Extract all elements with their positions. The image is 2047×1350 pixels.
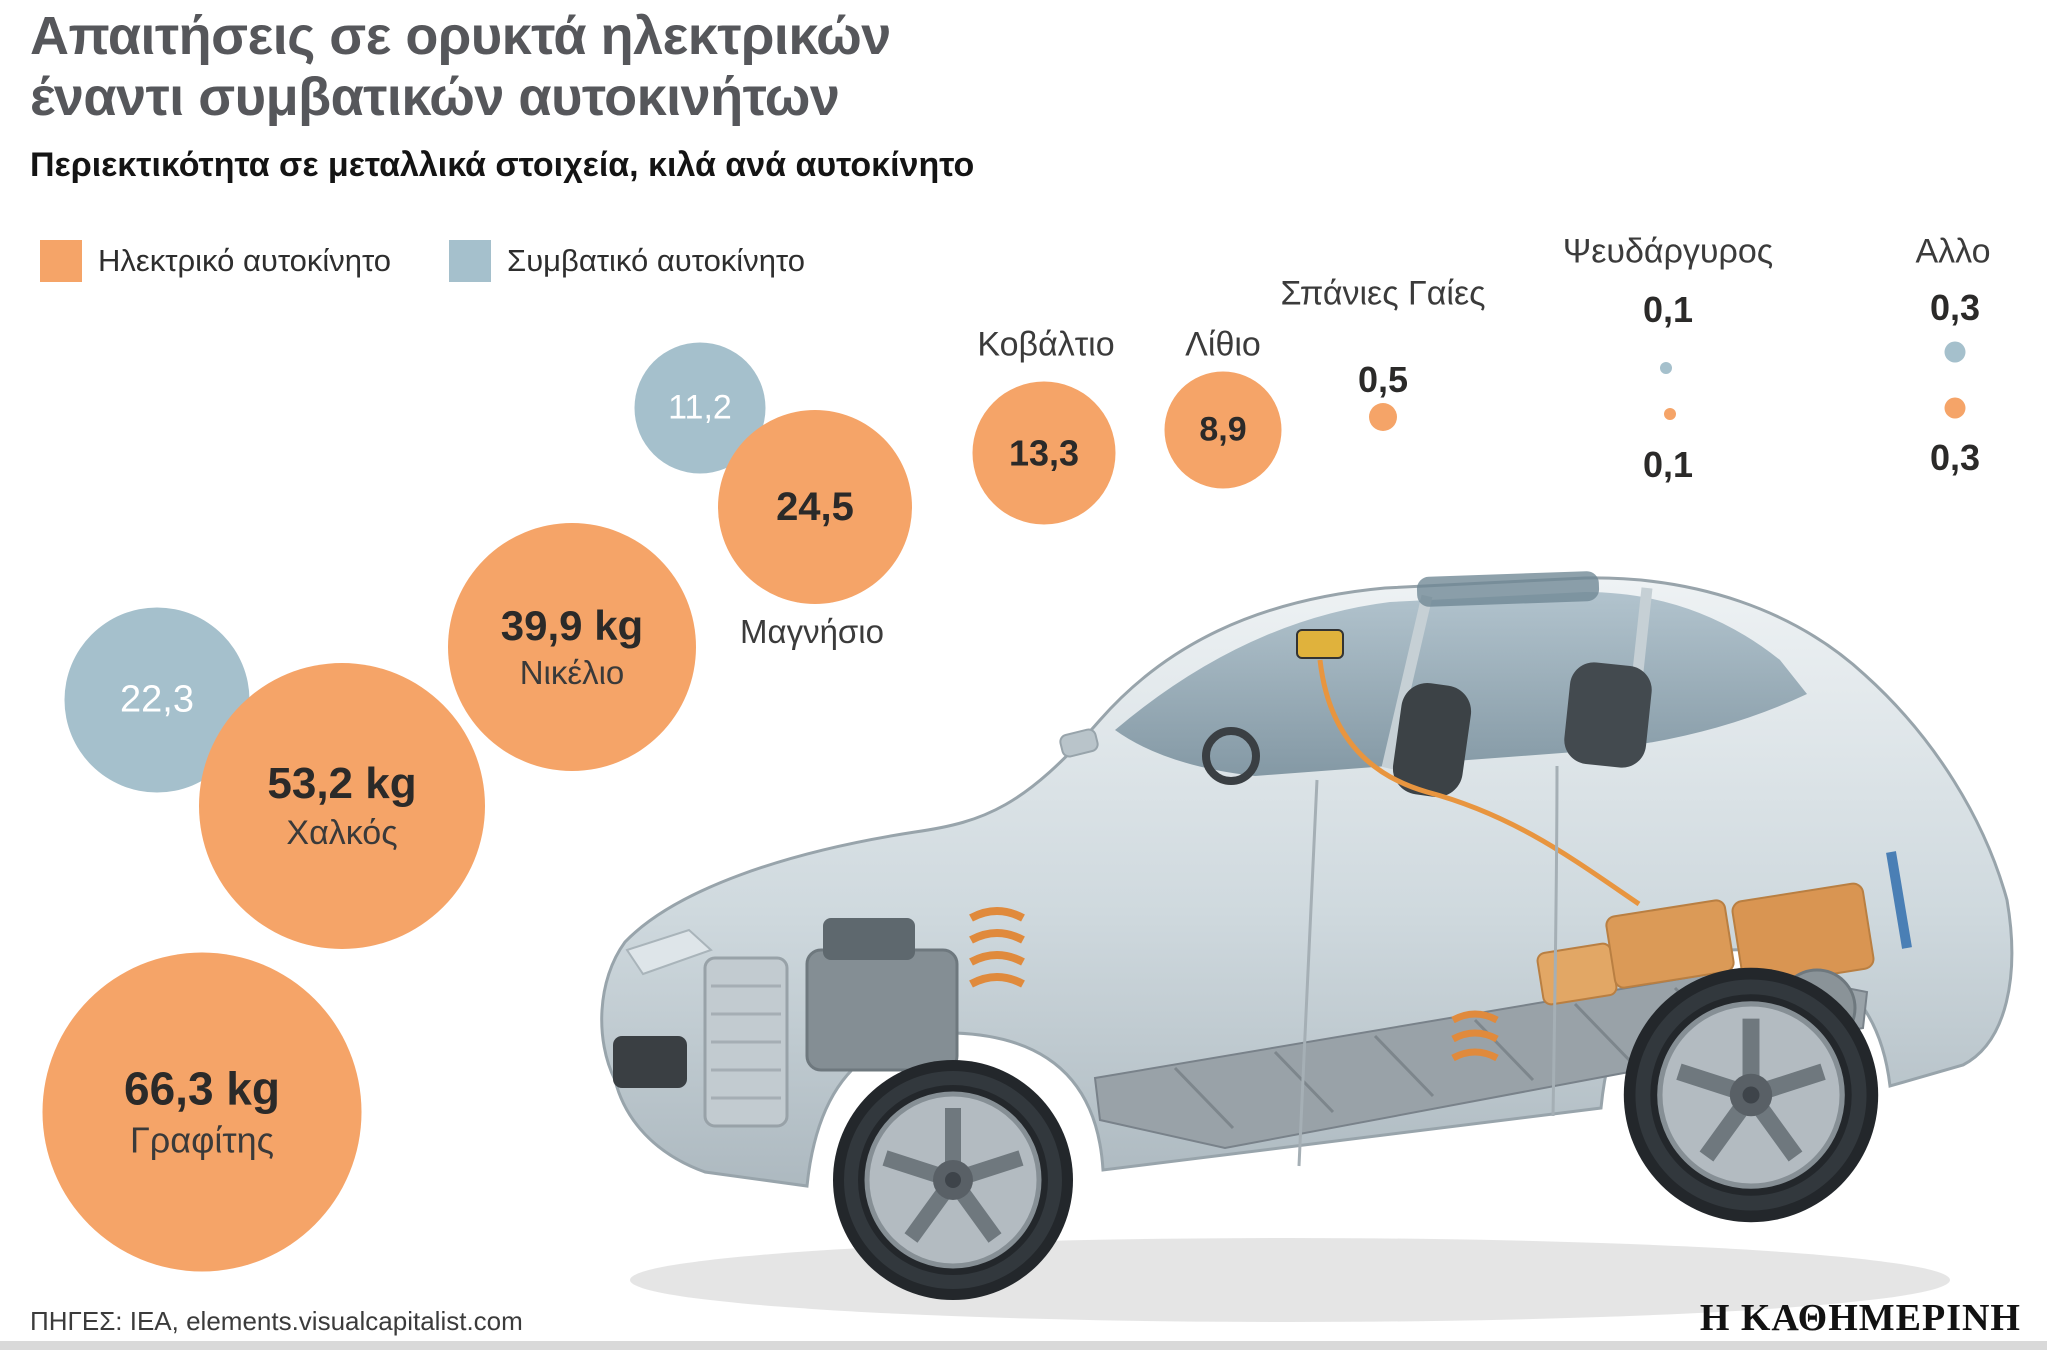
engine-bay: [703, 851, 1912, 1128]
orange-cable: [1317, 659, 1641, 907]
legend: Ηλεκτρικό αυτοκίνητο Συμβατικό αυτοκίνητ…: [40, 240, 863, 282]
side-mirror: [1059, 728, 1099, 758]
bottom-strip: [0, 1341, 2047, 1350]
bubble-value: 22,3: [120, 678, 194, 721]
sunroof: [1416, 571, 1600, 607]
sources-note: ΠΗΓΕΣ: ΙΕΑ, elements.visualcapitalist.co…: [30, 1306, 523, 1336]
bubble-label: Χαλκός: [286, 813, 398, 852]
car-interior: [1202, 629, 1652, 907]
page-title-line2: έναντι συμβατικών αυτοκινήτων: [30, 67, 840, 128]
value-other-electric: 0,3: [1929, 437, 1981, 478]
rear-seat: [1564, 662, 1652, 768]
legend-item-conventional: Συμβατικό αυτοκίνητο: [449, 240, 805, 282]
label-rare-earths: Σπάνιες Γαίες: [1280, 274, 1486, 313]
front-coil-spring: [969, 907, 1025, 988]
label-other: Αλλο: [1915, 232, 1991, 271]
conventional-swatch-icon: [449, 240, 492, 282]
dot-other-electric: [1944, 397, 1966, 419]
value-other-conventional: 0,3: [1929, 287, 1981, 328]
label-cobalt: Κοβάλτιο: [977, 325, 1115, 364]
page-title-line1: Απαιτήσεις σε ορυκτά ηλεκτρικών: [30, 6, 891, 66]
mid-coil-spring: [1451, 1010, 1499, 1062]
bubble-copper-electric: 53,2 kg Χαλκός: [199, 663, 485, 949]
dot-other-conventional: [1944, 341, 1966, 363]
bubble-manganese-electric: 24,5: [718, 410, 912, 604]
bubble-lithium-electric: 8,9: [1164, 371, 1282, 489]
car-front-intake: [613, 1036, 687, 1088]
label-lithium: Λίθιο: [1185, 325, 1261, 364]
b-pillar: [1381, 594, 1433, 770]
label-zinc: Ψευδάργυρος: [1562, 232, 1774, 271]
page-title: Απαιτήσεις σε ορυκτά ηλεκτρικών έναντι σ…: [30, 6, 891, 128]
value-zinc-conventional: 0,1: [1642, 289, 1694, 330]
dot-zinc-conventional: [1660, 362, 1672, 374]
publisher-logo: Η ΚΑΘΗΜΕΡΙΝΗ: [1699, 1297, 2021, 1339]
page-subtitle: Περιεκτικότητα σε μεταλλικά στοιχεία, κι…: [30, 146, 975, 184]
bubble-graphite-electric: 66,3 kg Γραφίτης: [42, 952, 362, 1272]
bubble-value: 39,9 kg: [500, 601, 644, 649]
front-wheel: [833, 1060, 1073, 1300]
label-manganese: Μαγνήσιο: [740, 613, 884, 651]
bubble-value: 66,3 kg: [124, 1062, 280, 1115]
door-seam-rear: [1551, 765, 1559, 1117]
bubble-label: Νικέλιο: [519, 654, 625, 692]
rear-strut: [1886, 851, 1912, 949]
door-seam-front: [1297, 779, 1319, 1167]
rear-wheel: [1623, 967, 1879, 1223]
bubble-value: 13,3: [1008, 432, 1080, 474]
bubble-value: 24,5: [776, 485, 854, 529]
bubble-label: Γραφίτης: [129, 1119, 275, 1161]
engine-block: [805, 948, 959, 1072]
dot-zinc-electric: [1664, 408, 1676, 420]
bubble-value: 53,2 kg: [267, 759, 417, 809]
dot-rare-earths-electric: [1369, 403, 1397, 431]
bubble-nickel-electric: 39,9 kg Νικέλιο: [448, 523, 696, 771]
bubble-value: 8,9: [1199, 410, 1247, 449]
car-headlight: [625, 928, 713, 976]
bubble-value: 11,2: [668, 388, 732, 427]
bubble-cobalt-electric: 13,3: [972, 381, 1116, 525]
car-cutaway-illustration: [600, 571, 2014, 1322]
charger-unit: [1296, 629, 1344, 659]
legend-item-electric: Ηλεκτρικό αυτοκίνητο: [40, 240, 391, 282]
legend-label-electric: Ηλεκτρικό αυτοκίνητο: [98, 243, 392, 278]
value-rare-earths-electric: 0,5: [1357, 359, 1409, 400]
legend-label-conventional: Συμβατικό αυτοκίνητο: [507, 243, 805, 278]
value-zinc-electric: 0,1: [1642, 444, 1694, 485]
electric-swatch-icon: [40, 240, 82, 282]
front-seat: [1392, 683, 1472, 797]
steering-wheel: [1202, 727, 1260, 785]
